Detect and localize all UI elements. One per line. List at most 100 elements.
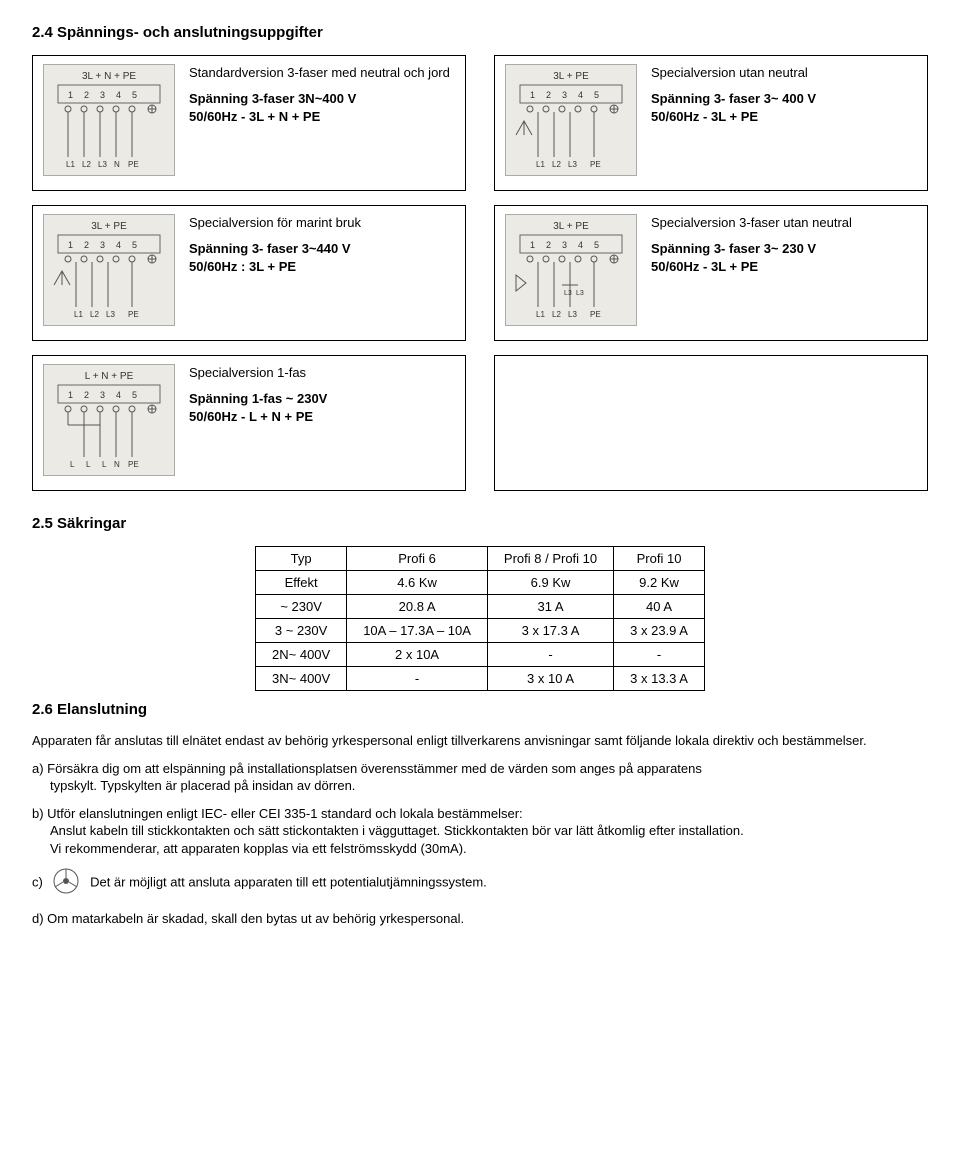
svg-text:2: 2 [84,390,89,400]
wiring-diagram-l-n-pe: L + N + PE 1 2 3 4 5 [43,364,175,476]
paragraph-b-line2: Anslut kabeln till stickkontakten och sä… [32,822,744,840]
svg-text:3L + PE: 3L + PE [91,221,127,232]
diagram-3-line1: Spänning 3- faser 3~440 V [189,240,361,258]
diagram-row-3: L + N + PE 1 2 3 4 5 [32,355,928,491]
svg-text:1: 1 [68,390,73,400]
svg-text:4: 4 [116,240,121,250]
diagram-3-line2: 50/60Hz : 3L + PE [189,258,361,276]
table-cell: 3 x 10 A [487,667,613,691]
table-cell: 40 A [614,595,705,619]
svg-text:5: 5 [594,240,599,250]
paragraph-a-line1: a) Försäkra dig om att elspänning på ins… [32,761,702,776]
svg-text:N: N [114,460,120,469]
diagram-4-line2: 50/60Hz - 3L + PE [651,258,852,276]
table-cell: ~ 230V [256,595,347,619]
wiring-diagram-3l-pe-400: 3L + PE 1 2 3 4 5 [505,64,637,176]
svg-text:L1: L1 [74,310,83,319]
paragraph-c-text: Det är möjligt att ansluta apparaten til… [90,875,487,890]
paragraph-c: c) Det är möjligt att ansluta apparaten … [32,867,928,900]
diagram-5-title: Specialversion 1-fas [189,364,327,382]
table-cell: 3 ~ 230V [256,619,347,643]
table-row: 3 ~ 230V10A – 17.3A – 10A3 x 17.3 A3 x 2… [256,619,705,643]
paragraph-a-line2: typskylt. Typskylten är placerad på insi… [32,777,355,795]
svg-text:3: 3 [100,240,105,250]
svg-text:5: 5 [132,240,137,250]
svg-text:3: 3 [562,90,567,100]
svg-text:L1: L1 [536,310,545,319]
svg-text:PE: PE [128,460,139,469]
paragraph-a: a) Försäkra dig om att elspänning på ins… [32,760,928,795]
table-row: 3N~ 400V-3 x 10 A3 x 13.3 A [256,667,705,691]
equipotential-icon [52,867,80,900]
table-cell: - [347,667,488,691]
table-cell: 31 A [487,595,613,619]
fuse-table: Typ Profi 6 Profi 8 / Profi 10 Profi 10 … [255,546,705,691]
svg-text:2: 2 [546,90,551,100]
svg-text:2: 2 [84,90,89,100]
table-cell: 3N~ 400V [256,667,347,691]
table-header: Profi 8 / Profi 10 [487,547,613,571]
svg-text:L3: L3 [568,310,577,319]
diagram-1-title: Standardversion 3-faser med neutral och … [189,64,450,82]
wiring-diagram-3l-pe-230: 3L + PE 1 2 3 4 5 L3 [505,214,637,326]
table-row: 2N~ 400V2 x 10A-- [256,643,705,667]
table-header: Profi 10 [614,547,705,571]
wiring-diagram-3l-n-pe: 3L + N + PE 1 2 3 4 5 L1 [43,64,175,176]
svg-text:5: 5 [594,90,599,100]
section-2-6-title: 2.6 Elanslutning [32,701,928,718]
svg-text:3L + PE: 3L + PE [553,221,589,232]
svg-text:2: 2 [546,240,551,250]
diagram-2-line1: Spänning 3- faser 3~ 400 V [651,90,816,108]
svg-text:PE: PE [590,310,601,319]
table-cell: 9.2 Kw [614,571,705,595]
svg-text:4: 4 [578,240,583,250]
svg-text:N: N [114,160,120,169]
table-header: Profi 6 [347,547,488,571]
table-cell: 10A – 17.3A – 10A [347,619,488,643]
diagram-row-1: 3L + N + PE 1 2 3 4 5 L1 [32,55,928,191]
diagram-3-title: Specialversion för marint bruk [189,214,361,232]
svg-text:1: 1 [530,90,535,100]
diagram-5-line1: Spänning 1-fas ~ 230V [189,390,327,408]
diagram-2-title: Specialversion utan neutral [651,64,816,82]
svg-text:3: 3 [562,240,567,250]
diagram-1-line2: 50/60Hz - 3L + N + PE [189,108,450,126]
table-cell: 3 x 23.9 A [614,619,705,643]
svg-text:1: 1 [530,240,535,250]
diagram-cell-5: L + N + PE 1 2 3 4 5 [32,355,466,491]
svg-text:L1: L1 [66,160,75,169]
paragraph-d: d) Om matarkabeln är skadad, skall den b… [32,910,928,928]
diagram-5-line2: 50/60Hz - L + N + PE [189,408,327,426]
table-header: Typ [256,547,347,571]
svg-text:L: L [102,460,107,469]
svg-text:3L + PE: 3L + PE [553,71,589,82]
table-cell: 4.6 Kw [347,571,488,595]
svg-text:PE: PE [590,160,601,169]
paragraph-c-label: c) [32,875,43,890]
table-cell: 20.8 A [347,595,488,619]
svg-text:L2: L2 [552,160,561,169]
svg-text:4: 4 [116,90,121,100]
svg-text:4: 4 [116,390,121,400]
svg-text:3: 3 [100,90,105,100]
diagram-4-title: Specialversion 3-faser utan neutral [651,214,852,232]
table-cell: - [614,643,705,667]
svg-text:1: 1 [68,240,73,250]
table-cell: 3 x 13.3 A [614,667,705,691]
table-cell: Effekt [256,571,347,595]
svg-text:L: L [86,460,91,469]
svg-text:L3: L3 [568,160,577,169]
diagram-cell-3: 3L + PE 1 2 3 4 5 [32,205,466,341]
table-cell: 2 x 10A [347,643,488,667]
svg-text:4: 4 [578,90,583,100]
wiring-diagram-3l-pe-440: 3L + PE 1 2 3 4 5 [43,214,175,326]
diagram-1-line1: Spänning 3-faser 3N~400 V [189,90,450,108]
svg-text:L: L [70,460,75,469]
svg-text:L3: L3 [564,290,572,297]
svg-text:5: 5 [132,90,137,100]
svg-text:L3: L3 [106,310,115,319]
svg-text:L1: L1 [536,160,545,169]
diagram-2-line2: 50/60Hz - 3L + PE [651,108,816,126]
paragraph-b: b) Utför elanslutningen enligt IEC- elle… [32,805,928,858]
table-row: ~ 230V20.8 A31 A40 A [256,595,705,619]
